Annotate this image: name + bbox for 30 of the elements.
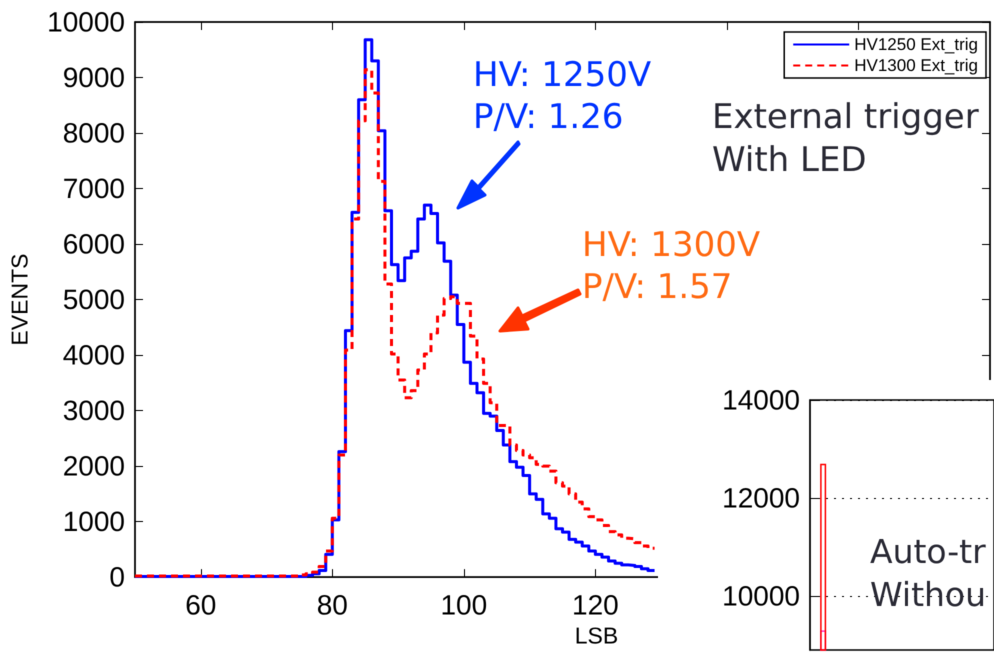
y-tick-label: 2000 bbox=[62, 450, 125, 482]
y-tick-label: 4000 bbox=[62, 340, 125, 371]
annotation: Withou bbox=[870, 575, 986, 614]
legend-label: HV1250 Ext_trig bbox=[854, 35, 978, 54]
annotation: External trigger bbox=[712, 97, 979, 137]
annotation: HV: 1300V bbox=[582, 225, 760, 265]
y-axis-title: EVENTS bbox=[6, 254, 32, 346]
y-tick-label: 5000 bbox=[62, 284, 125, 316]
y-tick-label: 6000 bbox=[62, 228, 125, 260]
annotation: HV: 1250V bbox=[473, 55, 652, 95]
legend-label: HV1300 Ext_trig bbox=[854, 56, 978, 75]
x-tick-label: 120 bbox=[572, 590, 619, 621]
x-tick-label: 80 bbox=[316, 590, 348, 621]
annotation: With LED bbox=[712, 140, 867, 180]
x-tick-label: 60 bbox=[185, 590, 216, 621]
y-tick-label: 3000 bbox=[62, 395, 125, 426]
annotation: P/V: 1.26 bbox=[473, 97, 624, 137]
y-tick-label: 10000 bbox=[47, 6, 125, 38]
y-tick-label: 9000 bbox=[62, 62, 125, 94]
annotation: P/V: 1.57 bbox=[582, 267, 732, 307]
y-tick-label: 0 bbox=[109, 562, 125, 593]
y-tick-label: 8000 bbox=[62, 118, 125, 149]
y-tick-label: 1000 bbox=[62, 506, 125, 538]
y-tick-label: 7000 bbox=[62, 173, 125, 204]
y-tick-label: 12000 bbox=[722, 482, 800, 514]
annotation: Auto-tr bbox=[870, 532, 986, 571]
x-tick-label: 100 bbox=[440, 590, 488, 621]
y-tick-label: 10000 bbox=[722, 580, 800, 612]
x-axis-title: LSB bbox=[574, 622, 618, 648]
y-tick-label: 14000 bbox=[722, 384, 800, 416]
